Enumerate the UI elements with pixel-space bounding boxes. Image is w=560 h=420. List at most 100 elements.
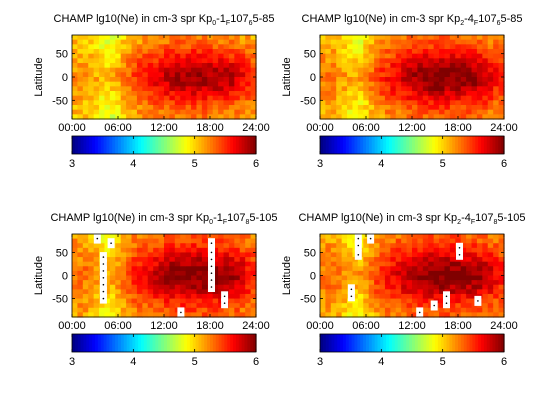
heatmap-cell <box>493 270 500 277</box>
colorbar-swatch <box>218 136 223 154</box>
heatmap-cell <box>352 95 359 101</box>
heatmap-cell <box>164 77 171 83</box>
heatmap-cell <box>390 252 397 258</box>
heatmap-cell <box>72 67 79 73</box>
heatmap-cell <box>330 35 337 41</box>
y-tick-label: 50 <box>304 49 316 61</box>
heatmap-cell <box>471 91 478 97</box>
title-part: 2 <box>457 219 461 226</box>
heatmap-cell <box>93 252 100 258</box>
heatmap-cell <box>82 49 89 55</box>
colorbar-swatch <box>320 334 324 352</box>
heatmap-cell <box>374 238 381 244</box>
heatmap-cell <box>325 109 332 115</box>
heatmap-cell <box>174 49 181 55</box>
heatmap-cell <box>379 49 386 55</box>
heatmap-cell <box>164 247 171 254</box>
heatmap-cell <box>417 247 424 254</box>
heatmap-cell <box>428 100 435 106</box>
heatmap-cell <box>357 53 364 59</box>
heatmap-cell <box>433 100 440 106</box>
heatmap-cell <box>439 49 446 55</box>
colorbar-swatch <box>360 136 364 154</box>
heatmap-cell <box>449 100 456 106</box>
heatmap-cell <box>185 312 192 318</box>
heatmap-cell <box>180 81 187 87</box>
heatmap-cell <box>169 105 176 111</box>
heatmap-cell <box>180 275 187 281</box>
heatmap-cell <box>142 275 149 281</box>
heatmap-cell <box>341 298 348 304</box>
heatmap-cell <box>245 58 252 64</box>
heatmap-cell <box>234 312 241 318</box>
heatmap-cell <box>185 39 192 45</box>
heatmap-cell <box>466 270 473 277</box>
heatmap-cell <box>104 238 111 244</box>
heatmap-cell <box>330 312 337 318</box>
heatmap-cell <box>428 105 435 111</box>
heatmap-cell <box>347 114 354 120</box>
heatmap-cell <box>234 35 241 41</box>
heatmap-cell <box>379 289 386 295</box>
heatmap-cell <box>77 275 84 281</box>
heatmap-cell <box>115 293 122 300</box>
heatmap-cell <box>428 289 435 295</box>
heatmap-cell <box>428 109 435 115</box>
heatmap-cell <box>325 114 332 120</box>
heatmap-cell <box>191 312 198 318</box>
heatmap-cell <box>228 91 235 97</box>
heatmap-cell <box>330 303 337 309</box>
title-part: 5-85 <box>252 13 274 25</box>
heatmap-cell <box>126 72 133 78</box>
heatmap-cell <box>487 105 494 111</box>
heatmap-cell <box>374 58 381 64</box>
heatmap-cell <box>417 77 424 83</box>
heatmap-cell <box>158 307 165 313</box>
heatmap-cell <box>449 86 456 92</box>
heatmap-cell <box>153 58 160 64</box>
heatmap-cell <box>493 307 500 313</box>
heatmap-cell <box>439 72 446 78</box>
colorbar-swatch <box>469 136 473 154</box>
heatmap-cell <box>428 58 435 64</box>
heatmap-cell <box>498 261 505 267</box>
colorbar-swatch <box>360 334 364 352</box>
heatmap-cell <box>191 247 198 254</box>
heatmap-cell <box>201 293 208 300</box>
colorbar-tick-label: 5 <box>440 158 446 170</box>
heatmap-cell <box>164 81 171 87</box>
heatmap-cell <box>428 114 435 120</box>
heatmap-cell <box>482 252 489 258</box>
heatmap-cell <box>196 238 203 244</box>
heatmap-cell <box>449 303 456 309</box>
heatmap-cell <box>93 86 100 92</box>
heatmap-cell <box>82 114 89 120</box>
title-part: CHAMP lg10(Ne) in cm-3 spr Kp <box>302 13 461 25</box>
colorbar-swatch <box>224 136 228 154</box>
heatmap-cell <box>180 243 187 249</box>
heatmap-cell <box>401 105 408 111</box>
heatmap-cell <box>390 261 397 267</box>
heatmap-cell <box>250 261 257 267</box>
colorbar-swatch <box>158 136 162 154</box>
heatmap-cell <box>368 257 375 263</box>
y-axis-label: Latitude <box>33 57 45 96</box>
colorbar-swatch <box>155 136 159 154</box>
heatmap-cell <box>368 91 375 97</box>
heatmap-cell <box>88 238 95 244</box>
heatmap-cell <box>115 280 122 286</box>
heatmap-cell <box>482 303 489 309</box>
heatmap-cell <box>88 35 95 41</box>
heatmap-cell <box>476 67 483 73</box>
heatmap-cell <box>390 39 397 45</box>
heatmap-cell <box>379 58 386 64</box>
colorbar-swatch <box>429 136 433 154</box>
colorbar-swatch <box>120 136 125 154</box>
heatmap-cell <box>158 63 165 69</box>
colorbar-swatch <box>233 334 237 352</box>
heatmap-cell <box>245 105 252 111</box>
heatmap-cell <box>88 252 95 258</box>
heatmap-cell <box>239 86 246 92</box>
heatmap-cell <box>487 53 494 59</box>
heatmap-cell <box>384 266 391 272</box>
